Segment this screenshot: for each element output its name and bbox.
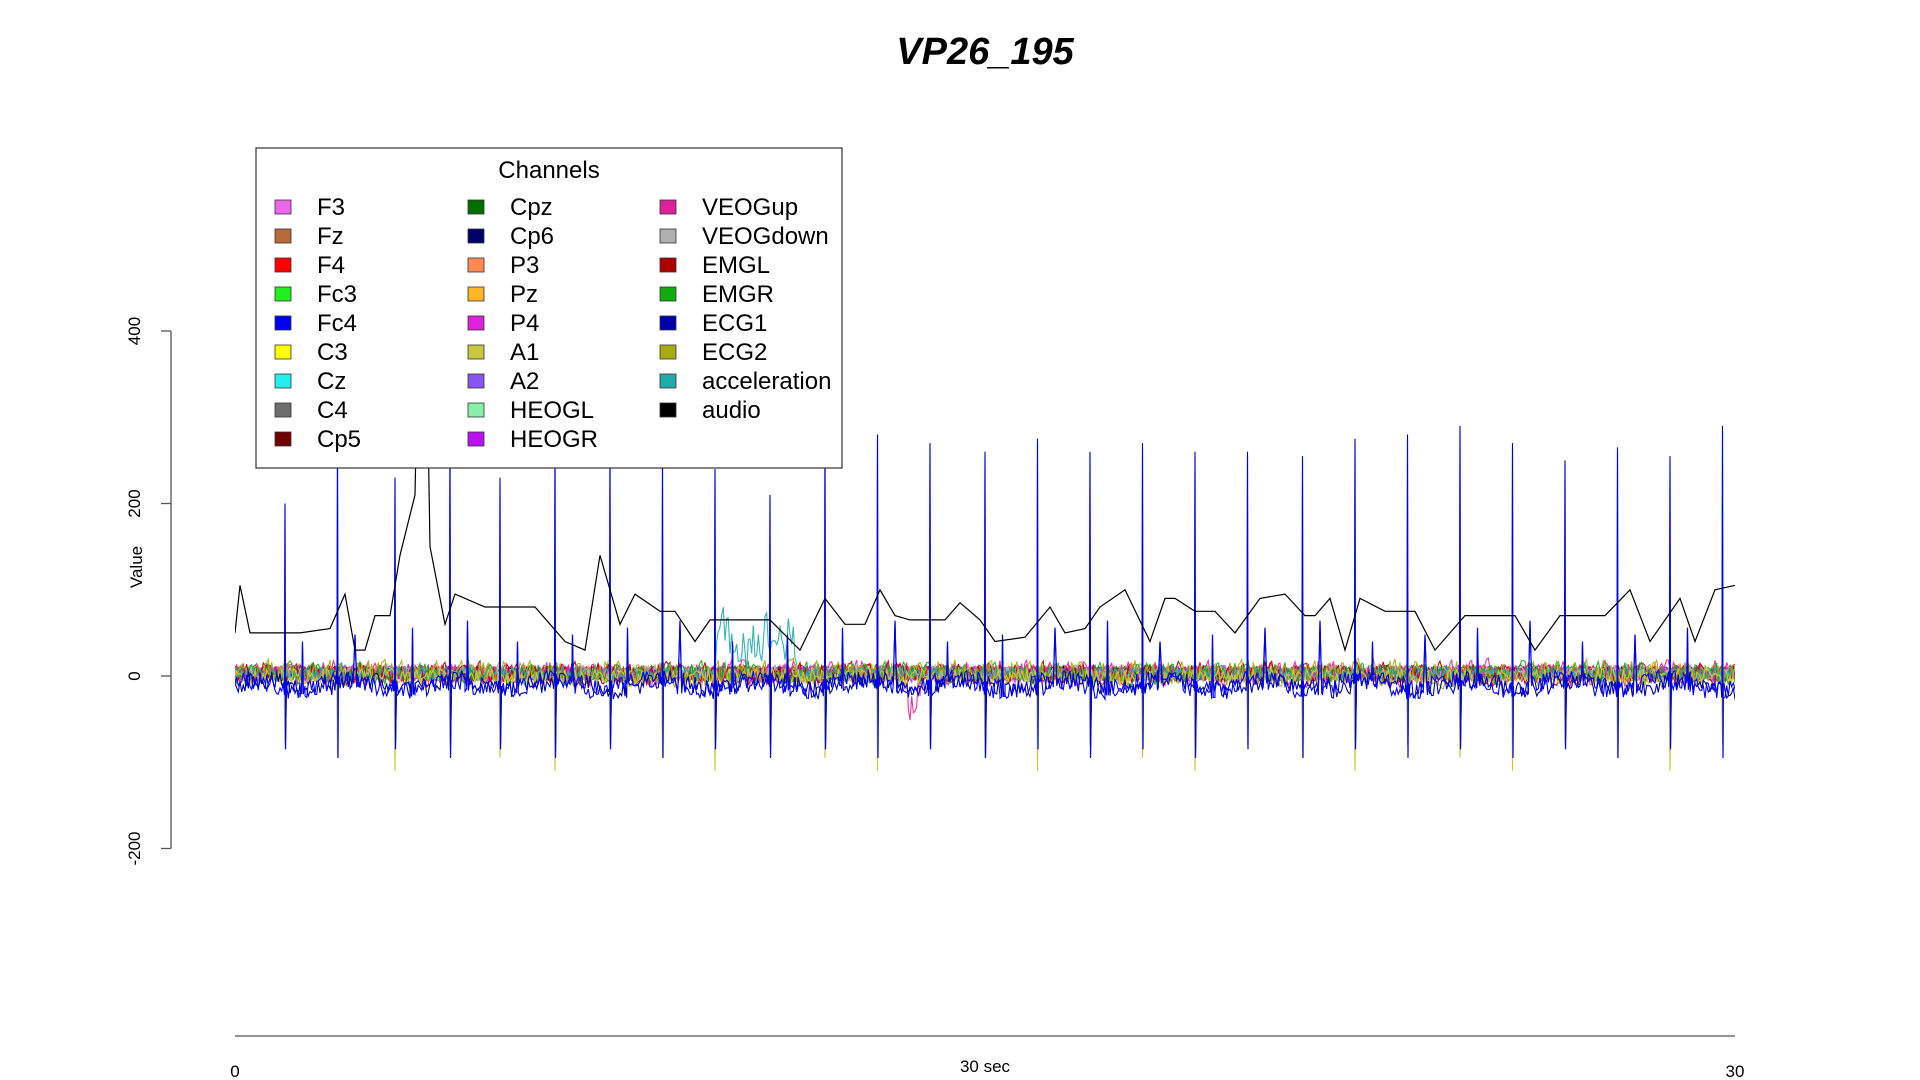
- legend-swatch: [659, 286, 677, 302]
- x-axis: 0 30: [230, 1035, 1745, 1080]
- legend-label: EMGR: [702, 281, 774, 308]
- y-axis-label: Value: [127, 546, 146, 588]
- legend-label: C4: [317, 397, 348, 424]
- y-axis: 400 200 0 -200: [125, 317, 172, 866]
- legend-swatch: [659, 373, 677, 389]
- legend-label: Fc4: [317, 310, 357, 337]
- legend-swatch: [274, 257, 292, 273]
- y-tick-label: 0: [125, 671, 144, 680]
- legend-label: ECG2: [702, 339, 767, 366]
- legend-swatch: [274, 199, 292, 215]
- legend-label: HEOGL: [510, 397, 594, 424]
- legend-entry-c3: C3: [274, 339, 348, 366]
- legend-entry-a2: A2: [467, 368, 539, 395]
- legend-label: acceleration: [702, 368, 831, 395]
- legend-label: F3: [317, 194, 345, 221]
- legend-swatch: [467, 286, 485, 302]
- legend-entry-fc3: Fc3: [274, 281, 357, 308]
- legend-label: VEOGdown: [702, 223, 829, 250]
- legend-entry-cpz: Cpz: [467, 194, 553, 221]
- x-tick-label: 0: [230, 1062, 239, 1080]
- legend-entry-acceleration: acceleration: [659, 368, 831, 395]
- legend-entry-heogr: HEOGR: [467, 426, 598, 453]
- chart-title: VP26_195: [896, 31, 1074, 73]
- x-tick-label: 30: [1726, 1062, 1745, 1080]
- legend-entry-cp6: Cp6: [467, 223, 554, 250]
- legend-swatch: [659, 344, 677, 360]
- legend-label: Cz: [317, 368, 346, 395]
- legend-entry-fz: Fz: [274, 223, 344, 250]
- legend-swatch: [274, 315, 292, 331]
- legend-title: Channels: [498, 157, 599, 184]
- legend-label: VEOGup: [702, 194, 798, 221]
- legend-swatch: [274, 431, 292, 447]
- y-tick-label: -200: [125, 831, 144, 865]
- legend-swatch: [467, 315, 485, 331]
- y-tick-label: 400: [125, 317, 144, 345]
- legend-entry-ecg2: ECG2: [659, 339, 767, 366]
- legend-label: audio: [702, 397, 761, 424]
- legend-label: Cp5: [317, 426, 361, 453]
- legend-swatch: [274, 228, 292, 244]
- legend-swatch: [467, 373, 485, 389]
- legend-box: [255, 147, 843, 469]
- signal-traces: [235, 244, 1735, 771]
- legend-entry-heogl: HEOGL: [467, 397, 594, 424]
- legend-entry-audio: audio: [659, 397, 761, 424]
- legend-entry-emgl: EMGL: [659, 252, 770, 279]
- legend-entry-veogup: VEOGup: [659, 194, 798, 221]
- legend-entries: F3FzF4Fc3Fc4C3CzC4Cp5CpzCp6P3PzP4A1A2HEO…: [274, 194, 831, 453]
- legend-label: Cp6: [510, 223, 554, 250]
- legend-swatch: [467, 257, 485, 273]
- legend-entry-emgr: EMGR: [659, 281, 774, 308]
- legend-swatch: [659, 315, 677, 331]
- legend-swatch: [659, 199, 677, 215]
- legend-entry-cz: Cz: [274, 368, 346, 395]
- legend-entry-f3: F3: [274, 194, 345, 221]
- legend-label: P3: [510, 252, 539, 279]
- legend-entry-veogdown: VEOGdown: [659, 223, 829, 250]
- legend-label: F4: [317, 252, 345, 279]
- legend-label: Fz: [317, 223, 344, 250]
- legend-entry-c4: C4: [274, 397, 348, 424]
- legend-swatch: [274, 286, 292, 302]
- legend-swatch: [467, 228, 485, 244]
- legend-label: Cpz: [510, 194, 553, 221]
- legend-entry-f4: F4: [274, 252, 345, 279]
- legend-entry-pz: Pz: [467, 281, 538, 308]
- trace-audio: [235, 244, 1735, 653]
- legend-entry-a1: A1: [467, 339, 539, 366]
- legend-swatch: [274, 373, 292, 389]
- legend-label: ECG1: [702, 310, 767, 337]
- legend-entry-ecg1: ECG1: [659, 310, 767, 337]
- legend-label: A1: [510, 339, 539, 366]
- legend-entry-p3: P3: [467, 252, 539, 279]
- legend-swatch: [467, 199, 485, 215]
- trace-fc4: [235, 430, 1735, 758]
- trace-ecg1: [235, 425, 1735, 758]
- legend-swatch: [274, 344, 292, 360]
- legend-swatch: [274, 402, 292, 418]
- legend-swatch: [467, 431, 485, 447]
- legend-swatch: [659, 257, 677, 273]
- legend-swatch: [659, 402, 677, 418]
- y-tick-label: 200: [125, 489, 144, 517]
- legend-entry-fc4: Fc4: [274, 310, 357, 337]
- legend-label: P4: [510, 310, 539, 337]
- legend-label: EMGL: [702, 252, 770, 279]
- legend-entry-cp5: Cp5: [274, 426, 361, 453]
- x-axis-label: 30 sec: [960, 1057, 1011, 1076]
- legend-label: Pz: [510, 281, 538, 308]
- legend-label: A2: [510, 368, 539, 395]
- legend-entry-p4: P4: [467, 310, 539, 337]
- legend-swatch: [467, 344, 485, 360]
- legend-label: HEOGR: [510, 426, 598, 453]
- plot-area: [235, 244, 1735, 771]
- legend-swatch: [659, 228, 677, 244]
- legend-label: C3: [317, 339, 348, 366]
- legend-swatch: [467, 402, 485, 418]
- legend-label: Fc3: [317, 281, 357, 308]
